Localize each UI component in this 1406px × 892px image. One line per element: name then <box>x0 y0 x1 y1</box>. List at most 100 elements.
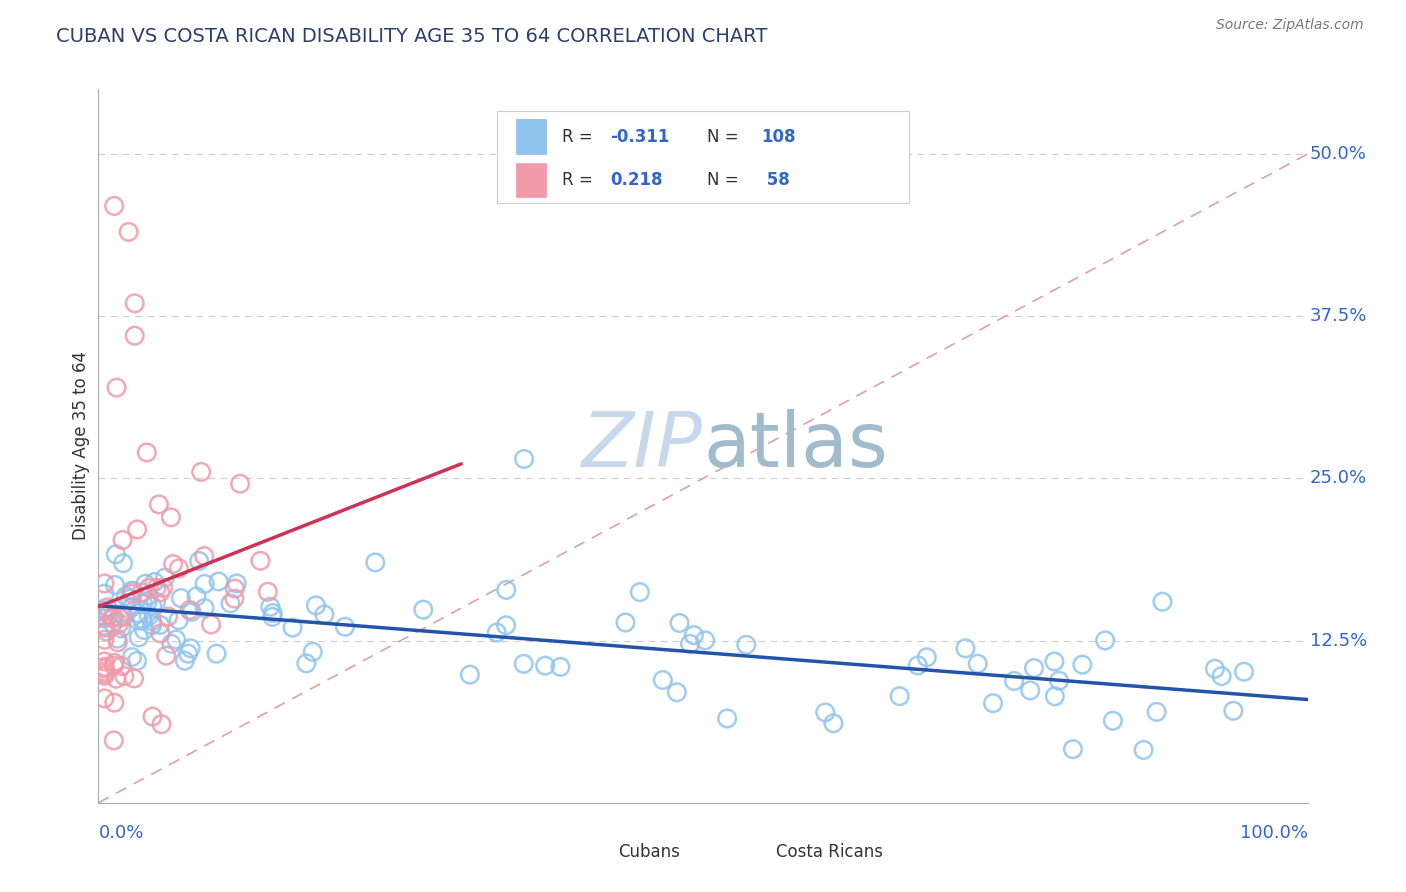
Point <box>224 582 246 596</box>
Point <box>281 621 304 635</box>
Text: 100.0%: 100.0% <box>1240 824 1308 842</box>
Point <box>180 641 202 656</box>
Point <box>141 599 163 614</box>
Point <box>141 615 163 629</box>
Point <box>219 596 242 610</box>
Text: 0.218: 0.218 <box>610 171 662 189</box>
Point <box>141 709 163 723</box>
Point <box>145 581 167 595</box>
Point <box>138 609 160 624</box>
Bar <box>582 844 609 862</box>
Point <box>249 554 271 568</box>
Point <box>1204 662 1226 676</box>
Point <box>112 669 135 683</box>
Text: CUBAN VS COSTA RICAN DISABILITY AGE 35 TO 64 CORRELATION CHART: CUBAN VS COSTA RICAN DISABILITY AGE 35 T… <box>56 27 768 45</box>
Bar <box>516 163 546 197</box>
Text: N =: N = <box>707 128 738 145</box>
Point <box>93 665 115 679</box>
Point <box>966 657 988 671</box>
Point <box>93 621 115 635</box>
Point <box>301 645 323 659</box>
Point <box>735 638 758 652</box>
Point <box>165 632 187 647</box>
Point <box>141 618 163 632</box>
Point <box>121 583 143 598</box>
Point <box>103 199 125 213</box>
Point <box>167 561 190 575</box>
Point <box>96 600 118 615</box>
Point <box>1019 683 1042 698</box>
Text: Cubans: Cubans <box>619 843 681 861</box>
Point <box>132 596 155 610</box>
Point <box>534 658 557 673</box>
Point <box>1094 633 1116 648</box>
Point <box>93 619 115 633</box>
Text: N =: N = <box>707 171 738 189</box>
Point <box>93 691 115 706</box>
Point <box>314 607 336 622</box>
Point <box>111 607 134 622</box>
Point <box>1102 714 1125 728</box>
Point <box>153 571 176 585</box>
Point <box>550 660 572 674</box>
Text: 25.0%: 25.0% <box>1310 469 1367 487</box>
Point <box>107 635 129 649</box>
Point <box>138 589 160 603</box>
Point <box>262 606 284 620</box>
Point <box>1152 595 1174 609</box>
Point <box>160 510 183 524</box>
Point <box>104 547 127 561</box>
Point <box>114 589 136 603</box>
Point <box>224 591 246 606</box>
Point <box>157 609 180 624</box>
Point <box>194 577 217 591</box>
Point <box>915 650 938 665</box>
Point <box>173 654 195 668</box>
Point <box>105 672 128 686</box>
Point <box>495 582 517 597</box>
Point <box>513 452 536 467</box>
Point <box>122 584 145 599</box>
Point <box>110 622 132 636</box>
Point <box>458 667 481 681</box>
Text: R =: R = <box>561 128 598 145</box>
Point <box>125 654 148 668</box>
Point <box>257 584 280 599</box>
Point <box>1222 704 1244 718</box>
Point <box>485 625 508 640</box>
Point <box>149 618 172 632</box>
Text: 58: 58 <box>761 171 790 189</box>
Text: 37.5%: 37.5% <box>1310 307 1368 326</box>
Point <box>97 607 120 622</box>
Point <box>981 696 1004 710</box>
Point <box>143 574 166 589</box>
Point <box>716 711 738 725</box>
Point <box>108 611 131 625</box>
Point <box>194 601 217 615</box>
Point <box>112 556 135 570</box>
Point <box>1002 673 1025 688</box>
Text: -0.311: -0.311 <box>610 128 669 145</box>
Point <box>122 672 145 686</box>
Point <box>188 554 211 568</box>
Text: atlas: atlas <box>703 409 887 483</box>
Point <box>160 637 183 651</box>
Point <box>823 716 845 731</box>
Point <box>149 626 172 640</box>
Point <box>180 605 202 619</box>
Point <box>1022 661 1045 675</box>
Point <box>93 659 115 673</box>
Point <box>907 658 929 673</box>
Point <box>103 733 125 747</box>
Point <box>225 576 247 591</box>
Point <box>103 658 125 673</box>
Point <box>193 549 215 563</box>
Point <box>333 620 356 634</box>
FancyBboxPatch shape <box>498 111 908 203</box>
Point <box>170 591 193 605</box>
Text: Source: ZipAtlas.com: Source: ZipAtlas.com <box>1216 18 1364 32</box>
Point <box>628 585 651 599</box>
Point <box>207 574 229 589</box>
Y-axis label: Disability Age 35 to 64: Disability Age 35 to 64 <box>72 351 90 541</box>
Point <box>118 591 141 606</box>
